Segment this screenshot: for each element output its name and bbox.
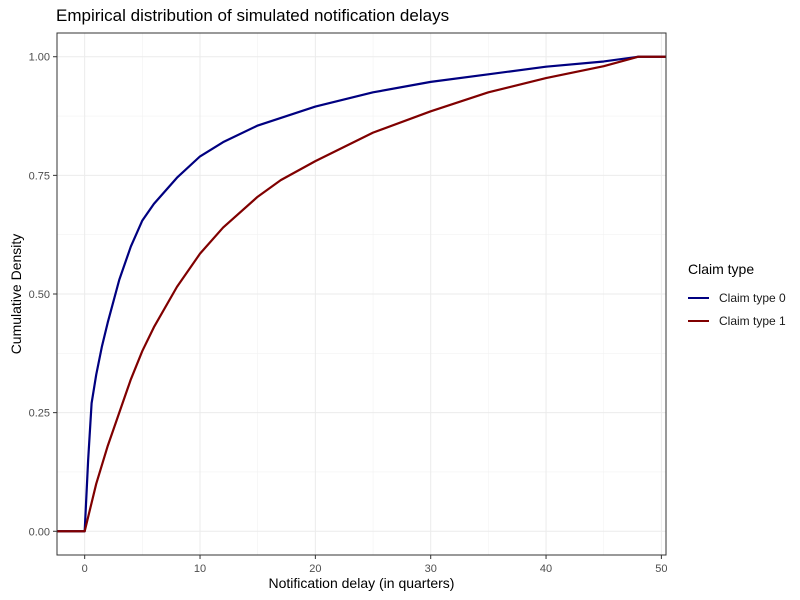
y-tick-label: 0.25 — [29, 408, 50, 420]
x-tick-label: 20 — [309, 563, 321, 575]
x-axis-label: Notification delay (in quarters) — [268, 575, 455, 591]
y-axis: 0.00 0.25 0.50 0.75 1.00 — [29, 52, 57, 538]
legend-title: Claim type — [688, 261, 755, 277]
legend-label: Claim type 0 — [719, 290, 786, 305]
series-lines — [57, 55, 666, 533]
x-tick-label: 10 — [194, 563, 206, 575]
legend-item: Claim type 0 — [688, 286, 786, 309]
x-tick-label: 0 — [82, 563, 88, 575]
x-tick-label: 50 — [655, 563, 667, 575]
series-line-claim-type-0 — [57, 55, 666, 533]
x-tick-label: 30 — [425, 563, 437, 575]
major-gridlines — [57, 33, 666, 555]
legend-label: Claim type 1 — [719, 313, 786, 328]
y-tick-label: 0.75 — [29, 170, 50, 182]
legend-key-claim-type-0 — [688, 296, 709, 299]
y-axis-label: Cumulative Density — [8, 233, 24, 355]
series-line-claim-type-1 — [57, 55, 666, 533]
legend-item: Claim type 1 — [688, 309, 786, 332]
chart-title: Empirical distribution of simulated noti… — [56, 6, 450, 25]
x-tick-label: 40 — [540, 563, 552, 575]
y-tick-label: 0.00 — [29, 526, 50, 538]
y-tick-label: 1.00 — [29, 52, 50, 64]
legend: Claim type Claim type 0 Claim type 1 — [688, 261, 786, 332]
y-tick-label: 0.50 — [29, 289, 50, 301]
legend-key-claim-type-1 — [688, 319, 709, 322]
x-axis: 0 10 20 30 40 50 — [82, 555, 668, 575]
